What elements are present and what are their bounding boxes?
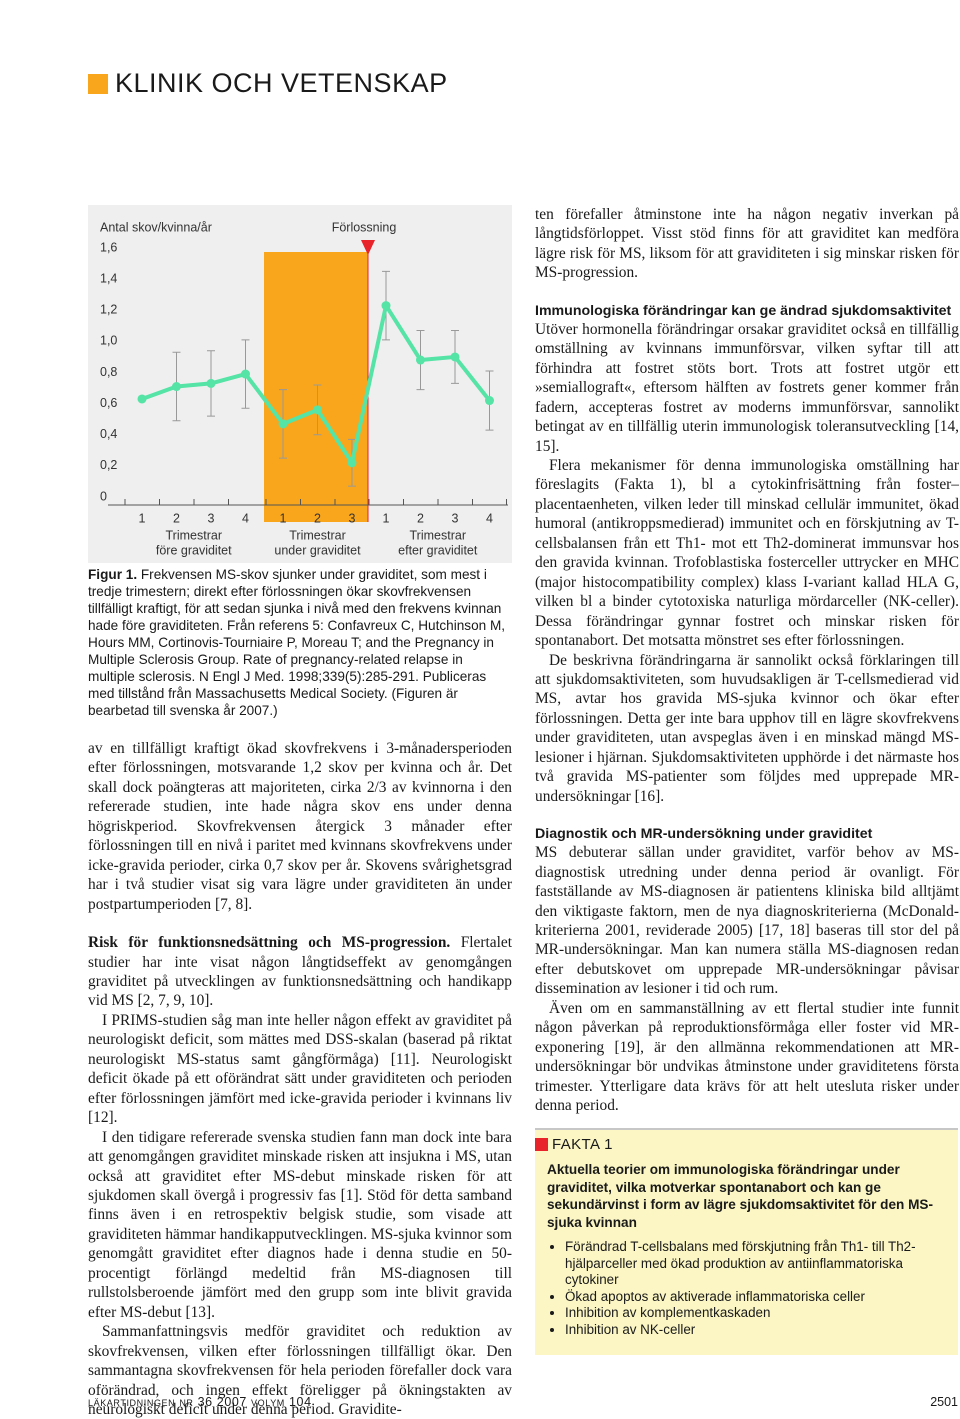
x-tick-label: 1 bbox=[280, 511, 287, 525]
caption-text: Frekvensen MS-skov sjunker under gravidi… bbox=[88, 567, 506, 718]
data-point bbox=[416, 355, 425, 365]
paragraph: MS debuterar sällan under graviditet, va… bbox=[535, 844, 959, 998]
y-tick-label: 0 bbox=[100, 489, 107, 503]
fact-item: Inhibition av NK-celler bbox=[565, 1322, 946, 1339]
footer-journal: läkartidningen nr 36 2007 volym 104 bbox=[88, 1395, 312, 1409]
fact-title: FAKTA 1 bbox=[535, 1136, 946, 1153]
fact-box: FAKTA 1 Aktuella teorier om immunologisk… bbox=[535, 1128, 958, 1355]
caption-label: Figur 1. bbox=[88, 567, 138, 582]
y-tick-label: 1,4 bbox=[100, 271, 117, 285]
fact-square bbox=[535, 1138, 548, 1151]
paragraph-text: Flertalet studier har inte visat någon l… bbox=[88, 934, 513, 1010]
paragraph: Utöver hormonella förändringar orsakar g… bbox=[535, 320, 959, 455]
paragraph: Sammanfattningsvis medför graviditet och… bbox=[88, 1323, 512, 1418]
y-tick-label: 1,0 bbox=[100, 334, 117, 348]
annotation: Förlossning bbox=[332, 220, 397, 234]
data-point bbox=[381, 301, 391, 311]
paragraph: De beskrivna förändringarna är sannolikt… bbox=[535, 651, 959, 805]
fact-list: Förändrad T-cellsbalans med förskjutning… bbox=[547, 1239, 946, 1339]
x-tick-label: 2 bbox=[173, 511, 180, 525]
group-label: efter graviditet bbox=[398, 543, 478, 557]
group-label: före graviditet bbox=[156, 543, 232, 557]
fact-heading: Aktuella teorier om immunologiska föränd… bbox=[547, 1162, 934, 1230]
data-point bbox=[313, 405, 322, 415]
data-point bbox=[172, 382, 181, 392]
fact-title-text: FAKTA 1 bbox=[552, 1136, 613, 1153]
footer-page: 2501 bbox=[930, 1395, 958, 1409]
fact-item: Ökad apoptos av aktiverade inflammatoris… bbox=[565, 1289, 946, 1306]
data-point bbox=[485, 396, 494, 406]
section-heading: Immunologiska förändringar kan ge ändrad… bbox=[535, 302, 952, 319]
group-label: under graviditet bbox=[274, 543, 361, 557]
x-tick-label: 2 bbox=[314, 511, 321, 525]
data-point bbox=[278, 419, 288, 429]
x-tick-label: 1 bbox=[139, 511, 146, 525]
y-tick-label: 0,2 bbox=[100, 458, 117, 472]
data-point bbox=[137, 394, 147, 404]
fact-item: Inhibition av komplementkaskaden bbox=[565, 1305, 946, 1322]
x-tick-label: 1 bbox=[383, 511, 390, 525]
header-square bbox=[88, 73, 108, 94]
group-label: Trimestrar bbox=[289, 528, 345, 542]
chart: Förlossning Antal skov/kvinna/år 0 0,2 0,4 0,… bbox=[88, 205, 512, 563]
data-point bbox=[347, 458, 357, 468]
left-column: av en tillfälligt kraftigt ökad skovfrek… bbox=[88, 739, 512, 1419]
x-tick-label: 3 bbox=[349, 511, 356, 525]
paragraph: I den tidigare refererade svenska studie… bbox=[88, 1128, 513, 1321]
section-heading: Diagnostik och MR-undersökning under gra… bbox=[535, 826, 873, 843]
data-point bbox=[241, 369, 250, 379]
right-column: ten förefaller åtminstone inte ha någon … bbox=[535, 205, 959, 1172]
y-tick-label: 1,6 bbox=[100, 240, 117, 254]
pregnancy-band bbox=[264, 252, 368, 522]
figure-caption: Figur 1. Frekvensen MS-skov sjunker unde… bbox=[88, 566, 510, 719]
x-tick-label: 2 bbox=[417, 511, 424, 525]
section-title: KLINIK OCH VETENSKAP bbox=[115, 68, 448, 98]
paragraph: Flera mekanismer för denna immunologiska… bbox=[535, 456, 959, 650]
y-tick-label: 0,6 bbox=[100, 396, 117, 410]
paragraph: ten förefaller åtminstone inte ha någon … bbox=[535, 206, 959, 282]
delivery-marker bbox=[361, 240, 375, 255]
paragraph-lead: Risk för funktionsnedsättning och MS-pro… bbox=[88, 934, 451, 952]
data-point bbox=[450, 352, 460, 362]
fact-item: Förändrad T-cellsbalans med förskjutning… bbox=[565, 1239, 946, 1289]
x-tick-label: 4 bbox=[242, 511, 249, 525]
data-point bbox=[206, 378, 216, 388]
x-tick-label: 4 bbox=[486, 511, 493, 525]
y-axis-label: Antal skov/kvinna/år bbox=[100, 220, 212, 234]
paragraph: I PRIMS-studien såg man inte heller någo… bbox=[88, 1011, 512, 1127]
y-tick-label: 1,2 bbox=[100, 303, 117, 317]
y-tick-label: 0,8 bbox=[100, 365, 117, 379]
header: KLINIK OCH VETENSKAP bbox=[88, 68, 448, 99]
x-tick-label: 3 bbox=[452, 511, 459, 525]
paragraph: Även om en sammanställning av ett flerta… bbox=[535, 999, 959, 1115]
group-label: Trimestrar bbox=[410, 528, 466, 542]
paragraph: Risk för funktionsnedsättning och MS-pro… bbox=[88, 933, 512, 1011]
group-label: Trimestrar bbox=[166, 528, 222, 542]
paragraph: av en tillfälligt kraftigt ökad skovfrek… bbox=[88, 740, 512, 913]
x-tick-label: 3 bbox=[208, 511, 215, 525]
y-tick-label: 0,4 bbox=[100, 427, 117, 441]
